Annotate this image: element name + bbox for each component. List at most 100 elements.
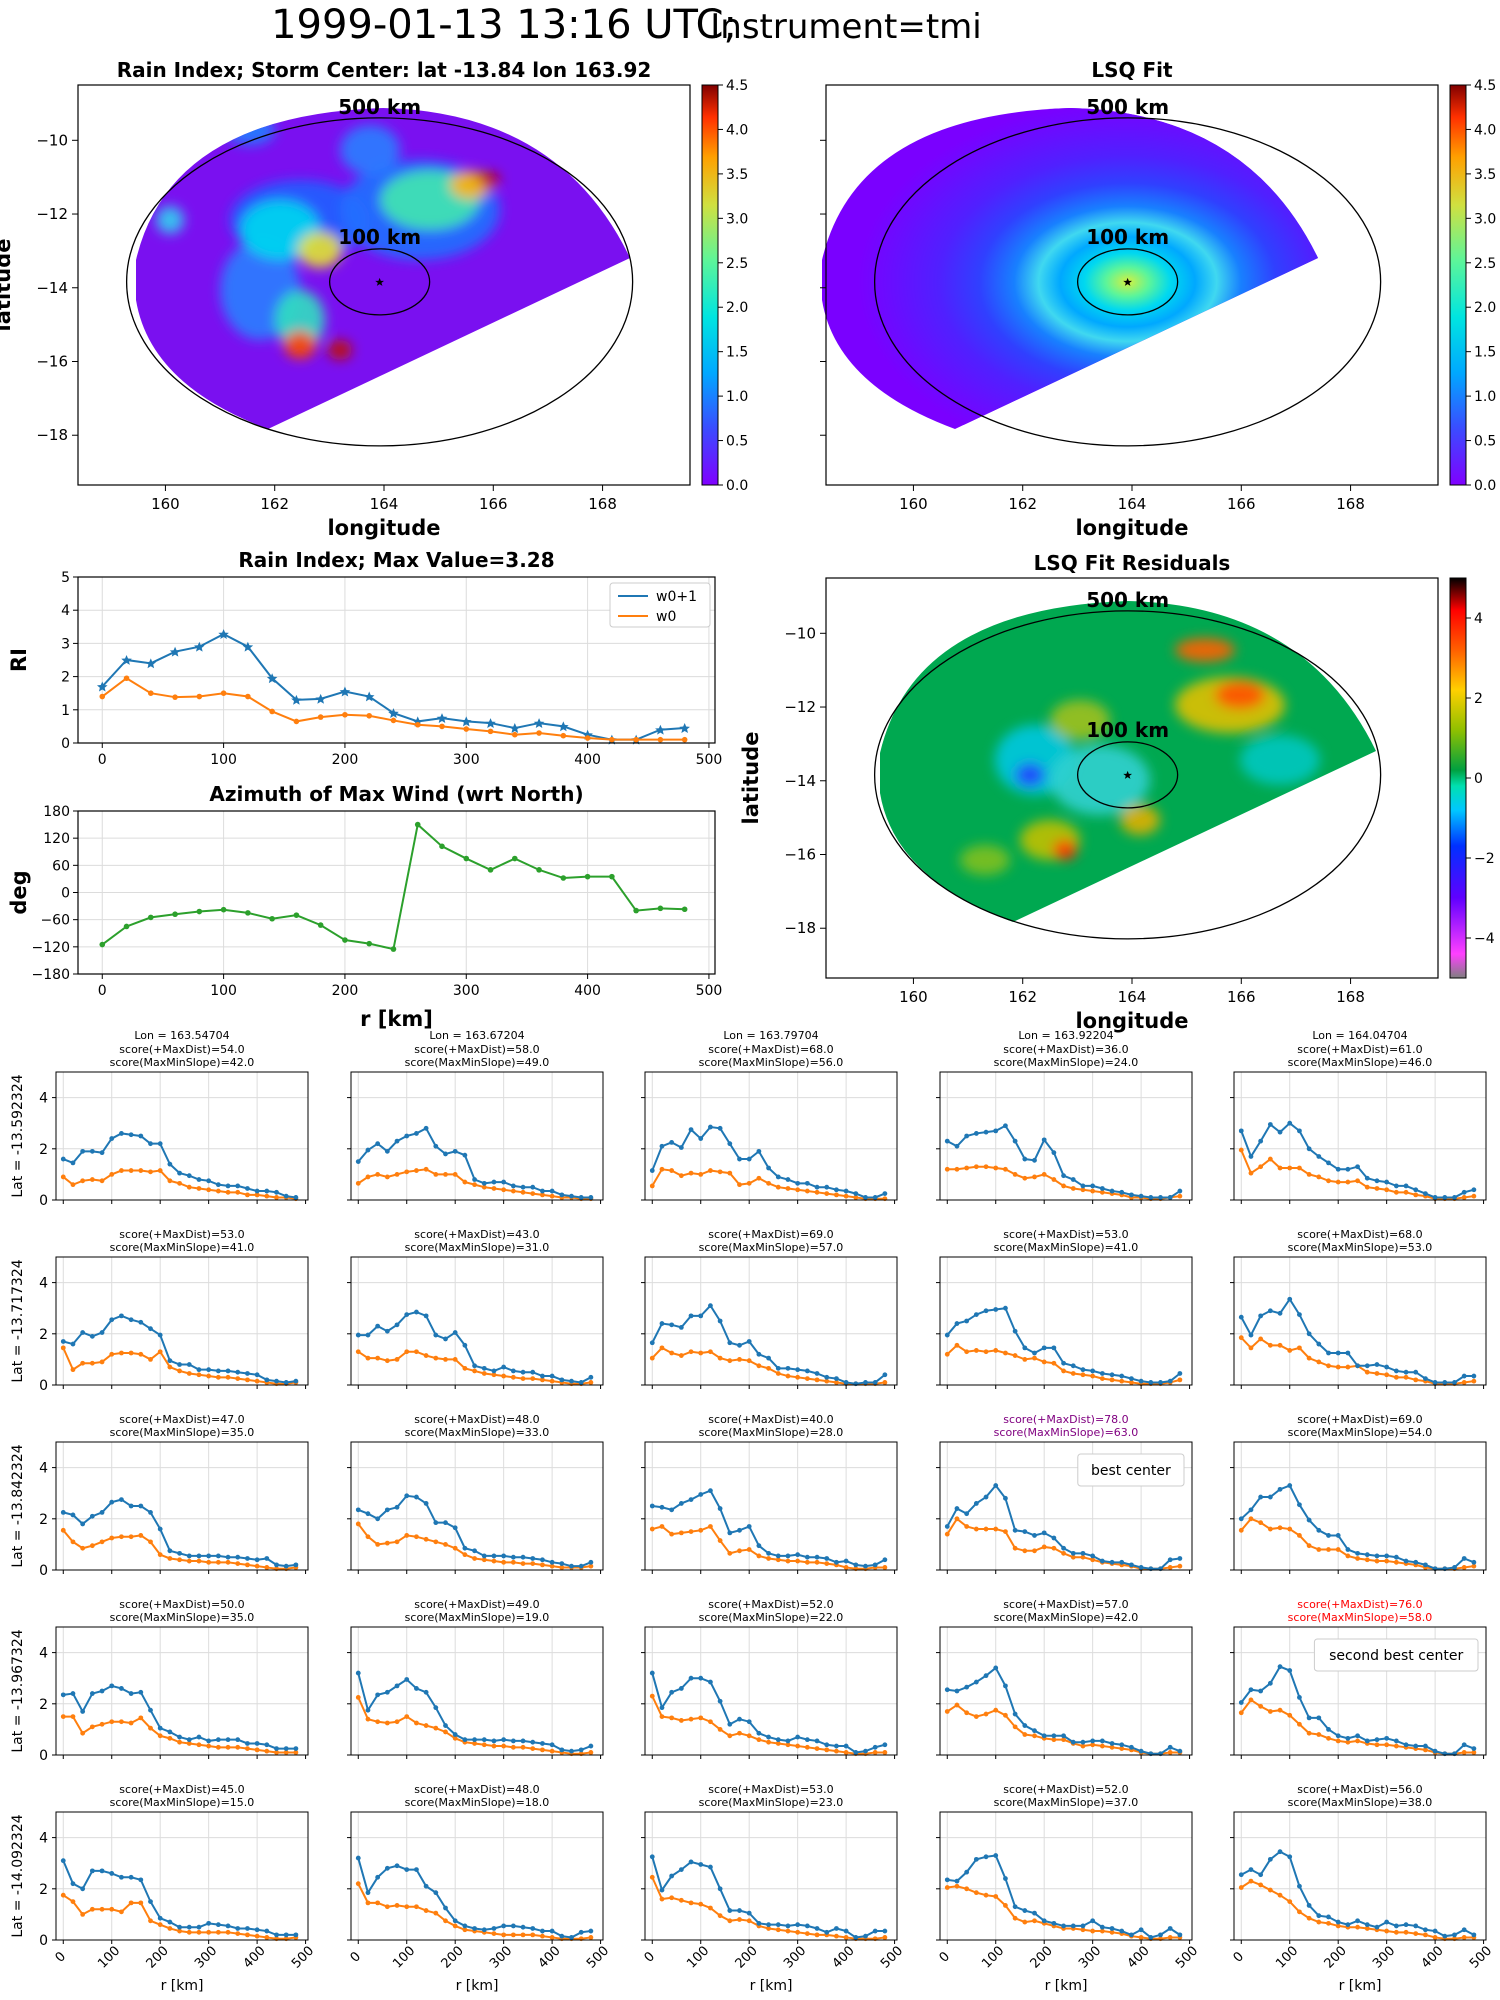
data-point [172,694,178,700]
orange-data-point [60,1714,66,1719]
x-axis-label: r [km] [360,1007,433,1031]
blue-series-line [1240,1121,1475,1199]
blue-data-point [983,1494,989,1500]
orange-data-point [766,1739,771,1745]
blue-data-point [404,1493,410,1499]
blue-data-point [109,1499,115,1505]
blue-data-point [501,1553,507,1559]
orange-data-point [1090,1928,1096,1934]
blue-data-point [1403,1922,1409,1928]
blue-data-point [99,1150,105,1156]
blue-data-point [1090,1368,1096,1374]
blue-data-point [708,1864,713,1870]
y-tick-label: −12 [784,698,816,716]
orange-data-point [365,1174,371,1180]
orange-data-point [1306,1915,1312,1921]
blue-data-point [1277,1664,1283,1670]
blue-data-point [404,1677,410,1682]
orange-data-point [708,1905,713,1911]
blue-data-point [964,1684,970,1690]
blue-data-point [1109,1188,1115,1194]
ring-label-100km: 100 km [1086,718,1169,742]
blue-data-point [481,1553,487,1559]
orange-series-line [1240,1336,1475,1385]
orange-data-point [549,1378,555,1384]
blue-data-point [964,1318,970,1324]
orange-data-point [245,1192,250,1198]
orange-data-point [404,1169,410,1175]
data-point [536,730,542,736]
blue-data-point [688,1313,694,1319]
blue-data-point [225,1554,231,1560]
blue-data-point [1032,1157,1037,1163]
data-point [655,724,666,735]
blue-data-point [708,1124,713,1130]
panel-frame [644,1626,898,1756]
residual-field [880,601,1376,922]
orange-data-point [993,1894,999,1899]
blue-data-point [215,1368,221,1374]
blue-data-point [443,1520,448,1526]
blue-data-point [1326,1350,1331,1356]
y-tick-label: −18 [784,919,816,937]
orange-data-point [177,1368,182,1374]
blue-data-point [215,1922,221,1928]
blue-data-point [1471,1373,1477,1379]
panel-r2-c3: score(+MaxDist)=69.0score(MaxMinSlope)=5… [641,1228,898,1389]
blue-data-point [254,1927,260,1933]
orange-data-point [148,1539,153,1545]
blue-data-point [501,1923,507,1929]
blue-data-point [737,1342,742,1348]
ring-100km [328,248,431,316]
orange-data-point [795,1743,801,1749]
blue-data-point [727,1340,733,1346]
blue-data-point [394,1138,400,1144]
blue-data-point [138,1689,144,1695]
data-point [315,693,326,704]
orange-data-point [983,1892,989,1898]
orange-data-point [70,1899,76,1904]
orange-data-point [1032,1548,1037,1554]
blue-data-point [1452,1565,1457,1570]
orange-data-point [530,1746,536,1751]
blue-data-point [569,1748,574,1754]
orange-data-point [1267,1526,1273,1532]
orange-data-point [882,1565,888,1570]
panel-frame [644,1441,898,1571]
orange-data-point [1080,1372,1086,1378]
blue-data-point [882,1742,888,1748]
x-tick-label: 160 [899,988,928,1006]
orange-data-point [1051,1545,1057,1551]
orange-data-point [698,1350,704,1356]
colorbar-tick-label: 3.0 [726,211,748,227]
orange-data-point [983,1711,989,1717]
orange-data-point [549,1563,555,1569]
blue-data-point [99,1688,105,1694]
orange-data-point [1022,1175,1028,1181]
orange-data-point [1384,1558,1390,1564]
blue-data-point [964,1869,970,1875]
orange-data-point [443,1172,448,1177]
x-tick-label: 168 [1336,988,1365,1006]
data-point [148,690,154,696]
orange-data-point [148,1725,153,1731]
orange-data-point [1432,1935,1438,1940]
blue-data-point [1238,1700,1244,1705]
blue-data-point [1471,1932,1477,1938]
orange-data-point [746,1918,752,1924]
blue-data-point [245,1556,250,1561]
blue-data-point [549,1559,555,1565]
orange-data-point [1423,1747,1428,1753]
orange-data-point [375,1719,381,1725]
blue-data-point [138,1877,144,1883]
blue-data-point [746,1910,752,1916]
blue-data-point [882,1557,888,1563]
x-tick-label: 500 [696,752,723,768]
blue-data-point [119,1131,124,1136]
panel-r4-c5: score(+MaxDist)=76.0score(MaxMinSlope)=5… [1230,1598,1487,1759]
blue-data-point [433,1705,439,1711]
column-longitude-label: Lon = 164.04704 [1312,1029,1407,1042]
panel-frame [939,1441,1193,1571]
orange-data-point [394,1357,400,1362]
blue-data-point [944,1332,950,1338]
